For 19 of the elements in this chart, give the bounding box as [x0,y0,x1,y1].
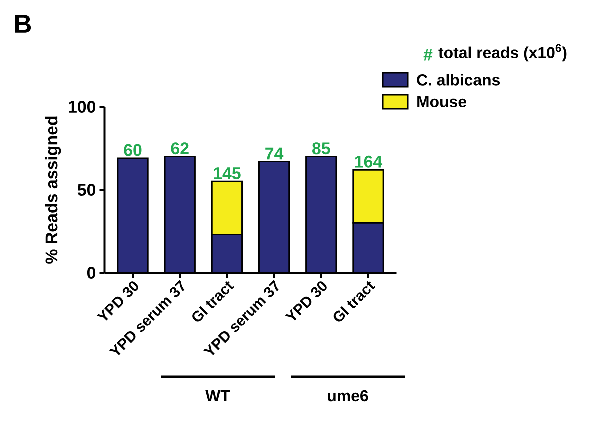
text: ume6 [328,390,368,402]
annotation: 62 [171,142,189,155]
legend-label: C. albicans [417,74,500,86]
x-tick-label: YPD 30 [285,282,327,321]
y-tick-label: 100 [69,100,96,113]
annotation: 145 [214,168,241,180]
text: B [15,15,32,33]
legend-title: total reads (x10$^{6}$) [438,44,567,62]
annotation: 74 [266,148,284,160]
y-tick-label: 0 [87,266,96,279]
x-tick-label: YPD 30 [96,282,139,321]
text: # [424,49,433,61]
text: WT [206,390,230,402]
y-axis-title: % Reads assigned [45,116,62,264]
y-tick-label: 50 [78,184,96,196]
legend-label: Mouse [418,96,466,108]
annotation: 164 [355,156,383,168]
annotation: 85 [312,142,330,155]
annotation: 60 [124,144,142,156]
